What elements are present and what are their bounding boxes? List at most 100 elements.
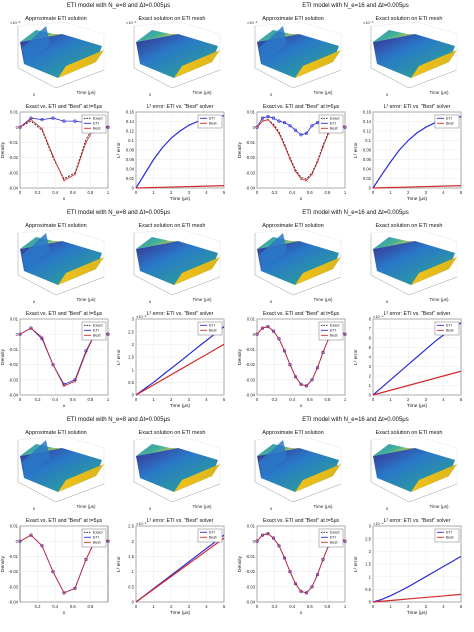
x-tick-label: 0.8 (324, 604, 330, 609)
surface-axes-frame (17, 440, 105, 503)
y-tick-label: 1 (369, 383, 372, 388)
x-tick-label: 5 (460, 397, 463, 402)
surface-ridge (295, 50, 341, 78)
surface-title: Exact solution on ETI mesh (376, 16, 443, 22)
x-tick-label: 0.4 (52, 397, 58, 402)
data-point-eti (288, 124, 292, 128)
surface-title: Approximate ETI solution (262, 16, 323, 22)
x-tick-label: 0 (372, 604, 375, 609)
model-block-5: ETI model with N_e=8 and Δt=0.005μs Appro… (0, 417, 226, 616)
data-point-best (18, 125, 22, 129)
y-axis-label: Density (0, 141, 6, 158)
y-tick-label: -0.02 (245, 362, 255, 367)
data-point-best (62, 384, 66, 388)
x-tick-label: 5 (460, 190, 463, 195)
surface-back-frame (370, 435, 458, 484)
y-axis-label: L² error (353, 349, 359, 365)
data-point-best (29, 118, 33, 121)
data-point-best (283, 556, 286, 560)
model-block-3: ETI model with N_e=8 and Δt=0.005μs Appro… (0, 210, 226, 409)
y-axis-label: Density (0, 555, 6, 572)
plot-title: Exact vs. ETI and "Best" at t=5μs (26, 518, 103, 524)
x-tick-label: 0.2 (35, 397, 41, 402)
x-tick-label: 0.4 (289, 397, 295, 402)
data-point-eti (29, 326, 33, 330)
legend-label-best: Best (330, 127, 339, 131)
x-tick-label: 2 (407, 397, 410, 402)
surface-back-frame (17, 228, 105, 277)
x-tick-label: 0 (256, 190, 259, 195)
y-tick-label: -0.04 (245, 186, 255, 191)
data-point-eti (288, 363, 292, 367)
surface-axes-frame (370, 233, 458, 296)
surface-ridge (411, 464, 457, 492)
plot-title: L² error: ETI vs. "Best" solver (147, 311, 214, 317)
y-tick-label: 0.5 (128, 380, 134, 385)
x-tick-label: 0.6 (307, 397, 313, 402)
surface-x-label: x (386, 92, 389, 97)
surface-x-label: x (149, 299, 152, 304)
surface-x-label: x (386, 299, 389, 304)
x-axis-label: Time (μs) (170, 403, 191, 409)
surface-back-frame (370, 228, 458, 277)
series-line-eti (372, 555, 462, 603)
y-tick-label: -0.04 (8, 600, 18, 605)
x-axis-label: x (63, 611, 66, 616)
data-point-best (62, 179, 66, 182)
surface-spike (22, 26, 50, 62)
data-point-best (305, 591, 308, 595)
data-point-best (261, 533, 264, 537)
series-line-eti (135, 326, 225, 396)
y-tick-label: 2 (132, 342, 135, 347)
y-tick-label: 0.08 (363, 148, 372, 153)
plot-title: Exact vs. ETI and "Best" at t=5μs (26, 104, 103, 110)
y-tick-label: 2 (369, 374, 372, 379)
x-tick-label: 0.6 (70, 397, 76, 402)
surface-y-label: Time (μs) (430, 504, 449, 509)
data-point-eti (293, 582, 298, 586)
x-tick-label: 0.6 (70, 604, 76, 609)
y-tick-label: 0.1 (128, 138, 134, 143)
surface-back-frame (254, 21, 342, 70)
x-tick-label: 2 (170, 397, 173, 402)
surface-z-exponent: ×10⁻³ (363, 20, 374, 25)
y-tick-label: 4 (369, 355, 372, 360)
x-axis-label: Time (μs) (407, 610, 428, 616)
series-line-best (372, 370, 462, 396)
surface-back-frame (133, 21, 221, 70)
legend-label-eti: ETI (209, 531, 215, 535)
x-tick-label: 0.8 (324, 190, 330, 195)
data-point-best (277, 131, 281, 135)
x-tick-label: 0.8 (87, 604, 93, 609)
data-point-eti (51, 116, 55, 120)
data-point-best (288, 363, 292, 366)
data-point-best (283, 144, 286, 147)
plot-title: Exact vs. ETI and "Best" at t=5μs (263, 311, 340, 317)
surface-x-label: x (270, 506, 273, 511)
y-tick-label: 0 (369, 393, 372, 398)
y-tick-label: -0.04 (8, 393, 18, 398)
x-tick-label: 1 (344, 397, 347, 402)
x-tick-label: 4 (205, 190, 208, 195)
y-tick-label: 0.12 (126, 129, 135, 134)
data-point-best (18, 539, 22, 543)
surface-y-label: Time (μs) (314, 504, 333, 509)
surface-back-frame (133, 228, 221, 277)
data-point-eti (282, 349, 287, 353)
y-tick-label: -0.01 (245, 140, 255, 145)
x-tick-label: 2 (170, 190, 173, 195)
surface-x-label: x (270, 92, 273, 97)
surface-back-frame (17, 21, 105, 70)
y-tick-label: 6 (369, 336, 372, 341)
y-tick-label: 2.5 (365, 536, 371, 541)
x-tick-label: 2 (170, 604, 173, 609)
data-point-best (266, 532, 270, 535)
y-tick-label: 0 (253, 539, 256, 544)
series-line-exact (19, 120, 109, 180)
data-point-best (294, 169, 297, 173)
data-point-best (294, 375, 297, 379)
surface-trough (136, 241, 218, 285)
legend-label-eti: ETI (209, 117, 215, 121)
surface-axes-frame (254, 233, 342, 296)
data-point-eti (260, 116, 265, 120)
